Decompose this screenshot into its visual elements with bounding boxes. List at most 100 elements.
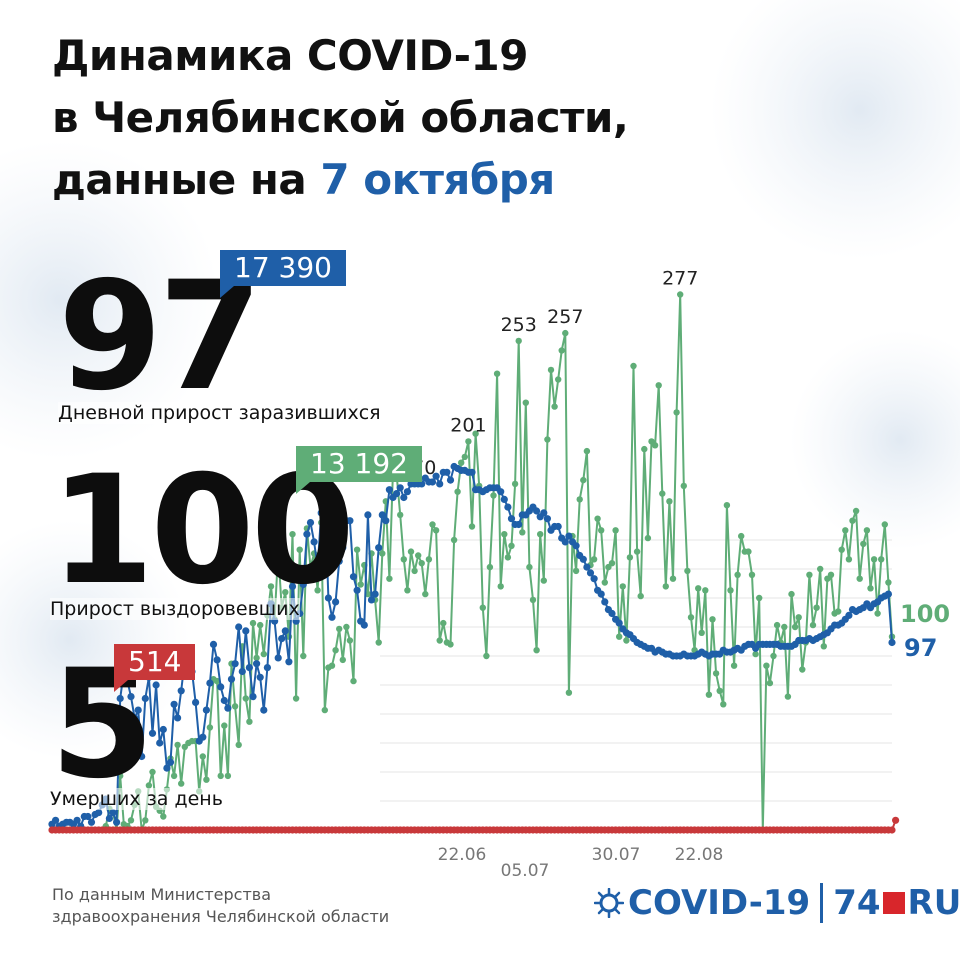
data-point-recovered xyxy=(357,581,364,588)
data-point-infected xyxy=(306,519,315,527)
data-point-infected xyxy=(572,542,580,550)
data-point-recovered xyxy=(515,337,522,345)
chart-title-line-1: Динамика COVID-19 xyxy=(52,31,528,80)
data-point-infected xyxy=(324,594,332,602)
data-point-infected xyxy=(314,563,322,571)
data-point-recovered xyxy=(336,625,343,633)
data-point-recovered xyxy=(644,534,652,542)
data-point-infected xyxy=(95,809,103,817)
data-point-recovered xyxy=(429,521,436,528)
data-point-recovered xyxy=(296,546,303,553)
peak-annotation: 253 xyxy=(501,314,537,336)
data-point-infected xyxy=(174,714,182,722)
recovered-total-badge: 13 192 xyxy=(296,446,422,494)
data-point-recovered xyxy=(260,650,267,658)
data-point-recovered xyxy=(727,587,734,594)
data-point-infected xyxy=(382,517,390,525)
data-point-recovered xyxy=(712,670,720,677)
data-point-recovered xyxy=(231,703,239,710)
data-point-recovered xyxy=(641,445,648,453)
data-point-recovered xyxy=(845,556,853,563)
data-point-infected xyxy=(332,598,340,606)
data-point-infected xyxy=(554,522,562,531)
data-point-recovered xyxy=(702,587,709,594)
data-point-recovered xyxy=(504,554,512,561)
data-point-infected xyxy=(131,714,139,722)
data-point-recovered xyxy=(328,662,336,669)
data-point-infected xyxy=(288,582,297,591)
recovered-end-label: 100 xyxy=(900,600,951,628)
data-point-infected xyxy=(209,640,218,649)
data-point-recovered xyxy=(422,590,429,598)
data-point-recovered xyxy=(576,496,583,503)
data-point-infected xyxy=(249,693,257,701)
data-point-recovered xyxy=(756,594,763,602)
data-point-infected xyxy=(561,538,569,546)
data-point-recovered xyxy=(612,527,619,534)
logo-74-text: 74 xyxy=(833,883,881,923)
data-point-recovered xyxy=(684,567,691,575)
data-point-recovered xyxy=(838,546,845,553)
data-point-infected xyxy=(360,621,368,629)
data-point-recovered xyxy=(483,652,490,660)
data-point-recovered xyxy=(425,556,433,563)
data-point-recovered xyxy=(842,527,849,534)
data-point-deaths xyxy=(888,826,896,834)
data-point-deaths xyxy=(892,816,900,824)
data-point-recovered xyxy=(630,362,637,370)
logo-covid-text: COVID-19 xyxy=(628,883,811,923)
chart-grid xyxy=(380,539,892,802)
data-point-recovered xyxy=(314,587,321,594)
data-point-infected xyxy=(238,667,246,676)
data-point-infected xyxy=(400,493,408,502)
data-point-infected xyxy=(500,495,508,503)
data-point-infected xyxy=(533,507,541,515)
data-point-recovered xyxy=(508,542,515,549)
data-point-recovered xyxy=(454,488,461,495)
data-point-recovered xyxy=(874,610,881,617)
data-point-recovered xyxy=(666,498,673,505)
data-point-infected xyxy=(540,509,548,517)
data-point-recovered xyxy=(677,291,684,298)
data-point-recovered xyxy=(580,476,587,484)
data-point-recovered xyxy=(809,621,817,629)
data-point-recovered xyxy=(881,521,888,528)
series-infected xyxy=(48,462,896,830)
data-point-recovered xyxy=(397,511,404,519)
data-point-recovered xyxy=(720,701,727,708)
data-point-recovered xyxy=(127,817,135,824)
data-point-recovered xyxy=(788,590,795,598)
data-point-recovered xyxy=(637,592,644,600)
data-point-recovered xyxy=(479,604,486,611)
data-point-recovered xyxy=(145,782,153,789)
data-point-recovered xyxy=(522,399,529,406)
data-point-infected xyxy=(321,491,329,500)
data-point-recovered xyxy=(300,652,307,660)
data-point-recovered xyxy=(856,575,863,582)
data-point-recovered xyxy=(651,442,659,449)
data-point-recovered xyxy=(852,507,860,515)
data-point-recovered xyxy=(806,571,813,578)
data-point-recovered xyxy=(203,776,210,783)
data-point-infected xyxy=(84,812,92,821)
data-point-recovered xyxy=(763,662,770,669)
data-point-infected xyxy=(192,698,200,707)
logo-separator xyxy=(820,883,824,923)
data-point-infected xyxy=(504,503,512,511)
data-point-recovered xyxy=(224,772,232,780)
data-point-infected xyxy=(403,488,411,496)
data-point-infected xyxy=(242,627,250,635)
data-point-infected xyxy=(224,704,232,712)
data-point-recovered xyxy=(468,523,476,530)
peak-annotation: 257 xyxy=(547,306,583,328)
data-point-recovered xyxy=(343,623,350,631)
data-point-recovered xyxy=(249,619,257,627)
data-point-recovered xyxy=(432,527,440,534)
data-point-infected xyxy=(443,468,451,476)
data-point-infected xyxy=(113,818,121,826)
data-point-recovered xyxy=(461,453,468,461)
data-point-infected xyxy=(888,638,896,647)
data-point-recovered xyxy=(770,652,777,660)
infected-label: Дневной прирост заразившихся xyxy=(58,402,381,424)
